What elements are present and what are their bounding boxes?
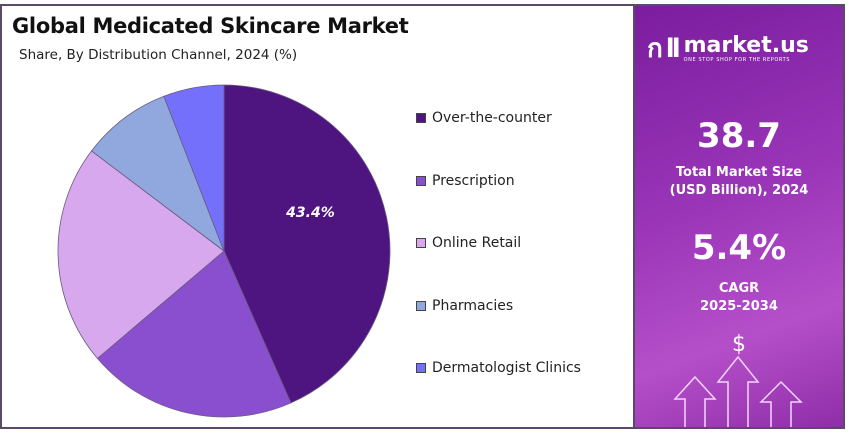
market-us-logo: ก ll market.us ONE STOP SHOP FOR THE REP… (647, 28, 809, 69)
pie-slice-pharmacies (91, 95, 225, 253)
market-size-label-2: (USD Billion), 2024 (669, 183, 809, 198)
legend-label: Prescription (432, 172, 515, 189)
logo-mark-icon: ก ll (647, 34, 681, 64)
brand-name: market.us (683, 32, 809, 58)
legend-label: Pharmacies (432, 297, 514, 314)
pie-slice-over-the-counter (223, 84, 391, 404)
dollar-icon: $ (732, 332, 746, 357)
pie-slice-dermatologist-clinics (163, 84, 225, 252)
chart-subtitle: Share, By Distribution Channel, 2024 (%) (19, 47, 298, 63)
legend-label: Dermatologist Clinics (432, 360, 581, 376)
pie-slice-prescription (96, 250, 292, 418)
cagr-value: 5.4% (691, 228, 787, 268)
growth-arrows-icon (673, 355, 803, 427)
summary-panel: ก ll market.us ONE STOP SHOP FOR THE REP… (633, 4, 845, 429)
legend-label: Over-the-counter (432, 110, 552, 126)
market-size-label-1: Total Market Size (675, 165, 803, 180)
cagr-period: 2025-2034 (700, 299, 778, 314)
brand-tagline: ONE STOP SHOP FOR THE REPORTS (683, 56, 791, 63)
pie-slice-online-retail (57, 150, 225, 359)
legend-swatch (416, 300, 426, 311)
legend-swatch (416, 238, 426, 248)
legend-swatch (416, 175, 426, 186)
legend-item: Pharmacies (416, 298, 513, 314)
legend-item: Online Retail (416, 235, 521, 251)
legend-item: Prescription (416, 173, 515, 189)
market-size-value: 38.7 (697, 116, 781, 156)
chart-title: Global Medicated Skincare Market (12, 14, 409, 38)
legend-item: Over-the-counter (416, 110, 552, 126)
legend-swatch (416, 113, 426, 123)
pie-chart: 43.4% (57, 84, 391, 418)
cagr-label: CAGR (718, 281, 760, 296)
legend-label: Online Retail (432, 235, 522, 251)
legend-item: Dermatologist Clinics (416, 360, 581, 376)
data-label: 43.4% (285, 205, 335, 221)
legend-swatch (416, 363, 426, 373)
